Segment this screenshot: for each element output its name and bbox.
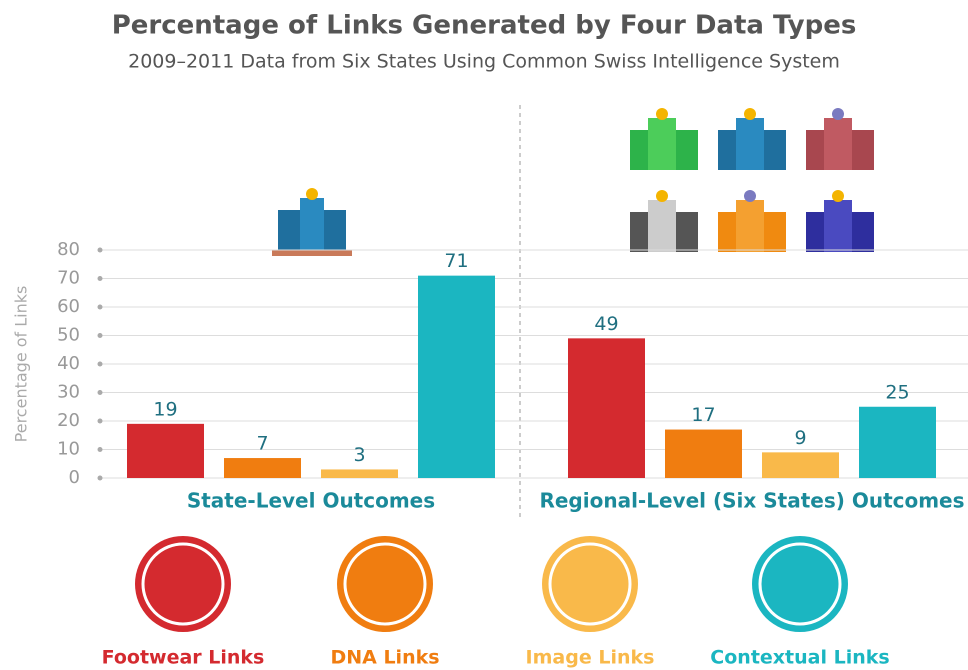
chart-subtitle: 2009–2011 Data from Six States Using Com…	[128, 51, 840, 73]
bar	[418, 275, 495, 478]
bar	[224, 458, 301, 478]
bar	[127, 423, 204, 478]
value-label: 9	[794, 427, 806, 449]
y-tick-label: 70	[57, 268, 80, 289]
y-tick-label: 30	[57, 382, 80, 403]
tick-dot	[97, 361, 103, 367]
tick-dot	[97, 333, 103, 338]
value-label: 17	[691, 404, 715, 426]
tick-dot	[97, 247, 103, 253]
value-label: 25	[885, 381, 909, 403]
value-label: 19	[153, 398, 177, 420]
buildings-icons	[630, 108, 874, 252]
y-tick-label: 40	[57, 353, 80, 374]
tick-dot	[97, 418, 103, 424]
y-tick-label: 10	[57, 439, 80, 460]
legend-label: Footwear Links	[102, 647, 265, 669]
tick-dot	[97, 475, 103, 481]
legend-icon-ring	[758, 542, 842, 626]
building-icon	[272, 188, 352, 256]
value-label: 7	[256, 433, 268, 455]
bar	[762, 452, 839, 478]
legend-icon-ring	[548, 542, 632, 626]
y-tick-label: 20	[57, 410, 80, 431]
tick-dot	[97, 304, 103, 310]
y-tick-label: 60	[57, 296, 80, 317]
value-label: 3	[353, 444, 365, 466]
chart-title: Percentage of Links Generated by Four Da…	[112, 11, 857, 41]
value-label: 71	[444, 250, 468, 272]
legend-icon	[542, 536, 638, 632]
bar	[859, 406, 936, 478]
bar	[321, 469, 398, 478]
legend-label: DNA Links	[330, 647, 439, 669]
y-tick-label: 50	[57, 325, 80, 346]
tick-dot	[97, 390, 103, 395]
y-tick-label: 80	[57, 239, 80, 260]
legend-icon-ring	[343, 542, 427, 626]
legend-label: Contextual Links	[710, 647, 889, 669]
legend-icon	[135, 536, 231, 632]
bar	[665, 429, 742, 478]
y-tick-label: 0	[69, 467, 80, 488]
tick-dot	[97, 447, 103, 452]
legend-icon	[752, 536, 848, 632]
value-label: 49	[594, 313, 618, 335]
bar	[568, 338, 645, 478]
tick-dot	[97, 276, 103, 281]
y-axis-label: Percentage of Links	[12, 286, 31, 443]
legend-label: Image Links	[526, 647, 655, 669]
category-label: State-Level Outcomes	[187, 489, 435, 513]
category-label: Regional-Level (Six States) Outcomes	[539, 489, 964, 513]
legend-icon	[337, 536, 433, 632]
legend-icon-ring	[141, 542, 225, 626]
